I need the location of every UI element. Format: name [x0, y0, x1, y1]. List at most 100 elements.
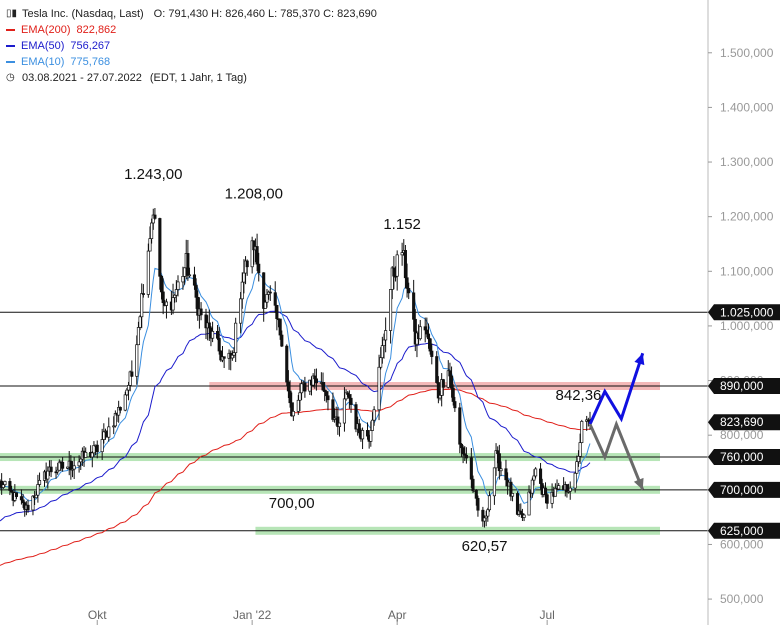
- candle-173: [395, 250, 399, 291]
- candle-60: [136, 321, 140, 346]
- candle-237: [543, 482, 548, 504]
- x-tick-label: Apr: [388, 608, 407, 622]
- annotation-0: 1.243,00: [124, 166, 182, 183]
- y-tick-label: 1.400,000: [720, 100, 774, 114]
- candle-66: [150, 218, 154, 244]
- legend-ema10-row: EMA(10) 775,768: [6, 54, 377, 70]
- candle-28: [61, 457, 65, 472]
- candle-188: [430, 343, 434, 365]
- candle-75: [171, 283, 175, 315]
- candle-190: [436, 376, 440, 404]
- candle-193: [441, 378, 445, 396]
- candle-88: [199, 302, 203, 321]
- candle-189: [435, 351, 439, 384]
- ema200-label: EMA(200): [21, 24, 71, 36]
- candle-214: [492, 467, 496, 505]
- candle-65: [148, 226, 152, 252]
- candle-138: [314, 368, 318, 391]
- candle-128: [291, 402, 295, 421]
- candle-103: [234, 317, 238, 363]
- candle-119: [273, 281, 277, 313]
- svg-text:823,690: 823,690: [720, 415, 764, 429]
- candle-53: [118, 406, 122, 414]
- candle-38: [84, 447, 88, 458]
- candle-120: [275, 304, 279, 331]
- candle-158: [361, 427, 365, 450]
- level-tag-0: 1.025,000: [708, 304, 780, 321]
- candle-168: [384, 317, 388, 353]
- ema200-swatch-icon: [6, 29, 15, 31]
- candle-204: [469, 447, 473, 488]
- ema10-line: [0, 267, 591, 505]
- candle-114: [262, 272, 266, 322]
- ema200-value: 822,862: [76, 24, 117, 36]
- candle-197: [451, 384, 455, 406]
- candle-254: [585, 415, 589, 431]
- candle-205: [471, 475, 475, 494]
- candle-164: [377, 354, 381, 421]
- range-note: (EDT, 1 Jahr, 1 Tag): [149, 72, 247, 84]
- instrument-name: Tesla Inc. (Nasdaq, Last): [22, 8, 144, 20]
- y-axis: 500,000600,000700,000800,000900,0001.000…: [707, 0, 780, 625]
- x-tick-label: Okt: [88, 608, 107, 622]
- candle-44: [100, 428, 104, 460]
- candle-253: [580, 419, 584, 444]
- candle-100: [229, 350, 233, 371]
- candle-218: [499, 461, 503, 477]
- last-price-tag: 823,690: [708, 414, 780, 431]
- candle-71: [161, 278, 165, 315]
- candle-222: [509, 477, 513, 501]
- scenario-arrow-1: [588, 420, 645, 491]
- annotation-5: 842,36: [556, 387, 602, 404]
- candle-153: [349, 394, 353, 413]
- scenario-arrow-0: [588, 352, 645, 425]
- candle-241: [553, 483, 557, 497]
- candle-208: [476, 495, 480, 517]
- ema50-label: EMA(50): [21, 40, 65, 52]
- svg-text:760,000: 760,000: [720, 450, 764, 464]
- y-tick-label: 1.500,000: [720, 46, 774, 60]
- candle-123: [280, 330, 284, 348]
- candle-104: [239, 291, 243, 334]
- candle-239: [550, 483, 554, 509]
- candle-186: [426, 323, 431, 349]
- legend-range-row: ◷ 03.08.2021 - 27.07.2022 (EDT, 1 Jahr, …: [6, 70, 377, 86]
- annotation-3: 700,00: [269, 495, 315, 512]
- ema10-value: 775,768: [70, 56, 111, 68]
- candle-231: [530, 477, 534, 498]
- candle-48: [107, 417, 111, 442]
- ohlc-values: O: 791,430 H: 826,460 L: 785,370 C: 823,…: [153, 8, 377, 20]
- candle-99: [227, 349, 231, 370]
- legend-instrument-row: ▯▮ Tesla Inc. (Nasdaq, Last) O: 791,430 …: [6, 6, 377, 22]
- candle-143: [326, 390, 330, 411]
- candle-25: [56, 463, 60, 475]
- level-tag-3: 700,000: [708, 481, 780, 498]
- x-tick-label: Jan '22: [233, 608, 272, 622]
- candle-3: [3, 480, 7, 488]
- y-tick-label: 1.000,000: [720, 319, 774, 333]
- candle-95: [217, 327, 221, 355]
- candle-169: [389, 289, 393, 344]
- candle-199: [458, 402, 462, 454]
- candle-62: [140, 283, 144, 329]
- candle-192: [440, 373, 444, 407]
- candle-217: [497, 444, 501, 480]
- candle-58: [130, 360, 134, 377]
- candle-91: [207, 309, 211, 341]
- candle-203: [464, 447, 468, 464]
- candle-98: [222, 356, 226, 369]
- candle-228: [522, 513, 526, 522]
- candle-113: [257, 252, 261, 282]
- annotation-4: 620,57: [462, 538, 508, 555]
- annotation-2: 1.152: [383, 216, 421, 233]
- y-tick-label: 1.200,000: [720, 210, 774, 224]
- legend-ema200-row: EMA(200) 822,862: [6, 22, 377, 38]
- candle-52: [117, 400, 121, 423]
- candle-69: [158, 217, 162, 290]
- candle-183: [418, 319, 422, 341]
- candle-252: [578, 433, 582, 464]
- x-tick-label: Jul: [539, 608, 554, 622]
- candle-156: [357, 419, 361, 438]
- ema10-swatch-icon: [6, 61, 15, 63]
- candle-198: [453, 396, 457, 412]
